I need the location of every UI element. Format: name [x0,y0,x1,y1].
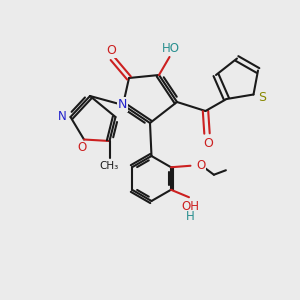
Text: O: O [106,44,116,58]
Text: OH: OH [182,200,200,213]
Text: H: H [186,210,195,223]
Text: O: O [196,159,205,172]
Text: O: O [78,141,87,154]
Text: O: O [203,137,213,150]
Text: HO: HO [162,42,180,55]
Text: N: N [118,98,127,111]
Text: N: N [58,110,67,124]
Text: CH₃: CH₃ [100,161,119,171]
Text: S: S [259,91,266,104]
